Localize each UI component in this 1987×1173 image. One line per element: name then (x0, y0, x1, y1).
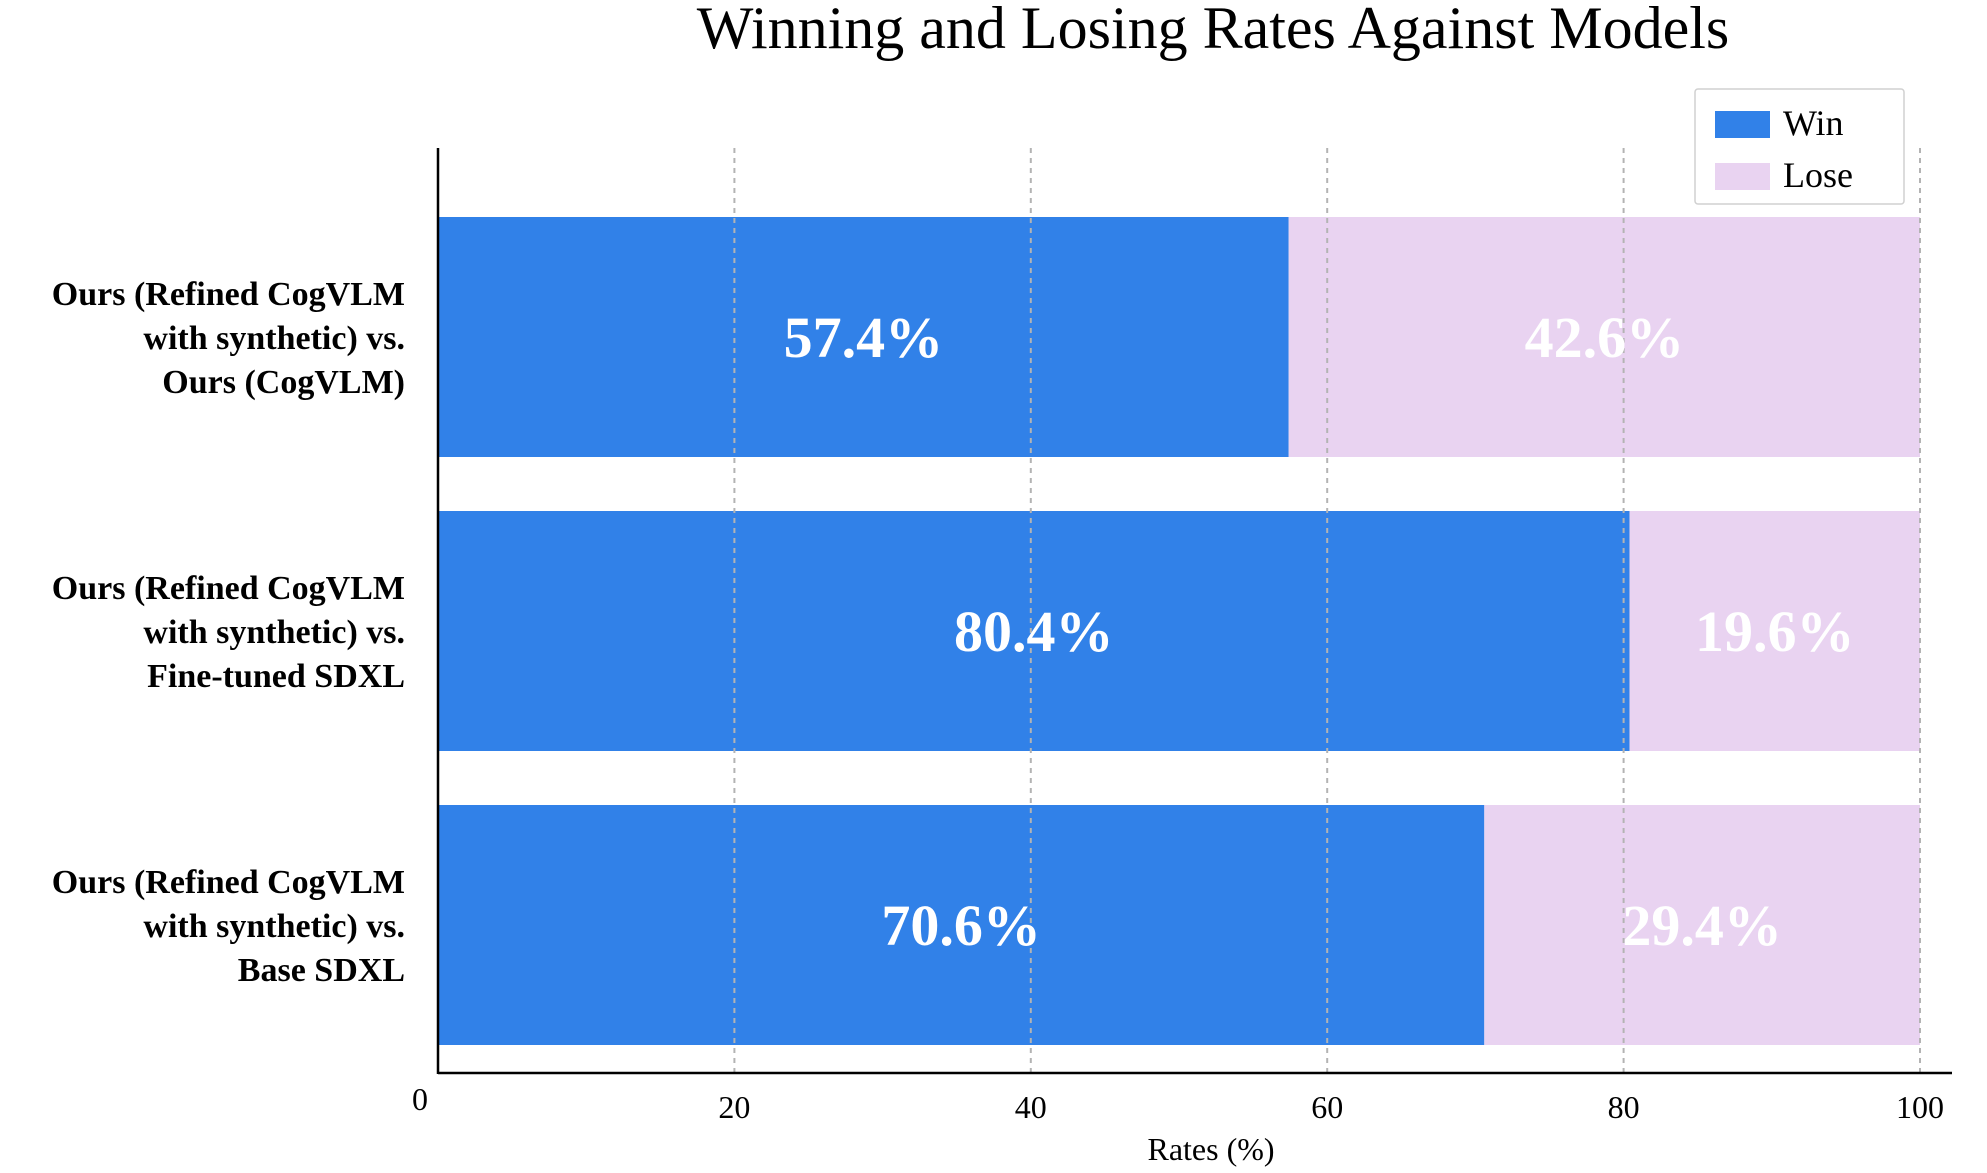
category-labels: Ours (Refined CogVLM with synthetic) vs. O… (52, 276, 405, 989)
bar-label-lose-2: 29.4% (1622, 893, 1782, 958)
axes (436, 148, 1952, 1075)
x-tick-label-40: 40 (1015, 1089, 1047, 1125)
category-label-0-line-2: Ours (CogVLM) (162, 364, 405, 401)
legend-label-win: Win (1783, 103, 1844, 143)
bar-value-labels: 57.4% 42.6% 80.4% 19.6% 70.6% 29.4% (784, 305, 1855, 958)
legend-label-lose: Lose (1783, 155, 1853, 195)
bars (438, 217, 1920, 1045)
x-tick-label-60: 60 (1311, 1089, 1343, 1125)
bar-win-1 (438, 511, 1630, 751)
bar-label-win-2: 70.6% (881, 893, 1041, 958)
category-label-1-line-0: Ours (Refined CogVLM (52, 570, 405, 607)
chart-title: Winning and Losing Rates Against Models (697, 0, 1730, 61)
bar-lose-2 (1484, 805, 1920, 1045)
bar-label-win-0: 57.4% (784, 305, 944, 370)
bar-label-win-1: 80.4% (954, 599, 1114, 664)
category-label-2-line-0: Ours (Refined CogVLM (52, 864, 405, 901)
bar-win-0 (438, 217, 1289, 457)
x-tick-label-0: 0 (412, 1081, 428, 1117)
bar-win-2 (438, 805, 1485, 1045)
x-tick-label-20: 20 (718, 1089, 750, 1125)
category-label-2-line-2: Base SDXL (238, 952, 405, 989)
grid-lines (733, 148, 1921, 1073)
legend-swatch-win (1715, 111, 1770, 138)
bar-lose-1 (1629, 511, 1920, 751)
bar-lose-0 (1288, 217, 1920, 457)
category-label-1-line-2: Fine-tuned SDXL (147, 658, 405, 695)
category-label-0-line-0: Ours (Refined CogVLM (52, 276, 405, 313)
x-tick-label-80: 80 (1608, 1089, 1640, 1125)
category-label-2-line-1: with synthetic) vs. (143, 908, 405, 945)
x-axis-label: Rates (%) (1147, 1131, 1274, 1167)
x-tick-labels: 0 20 40 60 80 100 (412, 1081, 1944, 1125)
category-label-1-line-1: with synthetic) vs. (143, 614, 405, 651)
legend: Win Lose (1694, 88, 1905, 205)
legend-swatch-lose (1715, 163, 1770, 190)
bar-label-lose-1: 19.6% (1695, 599, 1855, 664)
category-label-0-line-1: with synthetic) vs. (143, 320, 405, 357)
x-tick-label-100: 100 (1896, 1089, 1944, 1125)
bar-label-lose-0: 42.6% (1525, 305, 1685, 370)
